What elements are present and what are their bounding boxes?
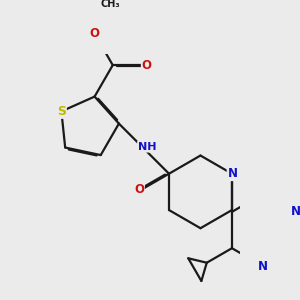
Text: CH₃: CH₃ <box>100 0 120 9</box>
Text: O: O <box>142 58 152 72</box>
Text: O: O <box>134 183 144 196</box>
Text: NH: NH <box>138 142 157 152</box>
Text: S: S <box>57 105 66 118</box>
Text: O: O <box>90 27 100 40</box>
Text: N: N <box>228 167 238 180</box>
Text: N: N <box>291 206 300 218</box>
Text: N: N <box>258 260 268 273</box>
